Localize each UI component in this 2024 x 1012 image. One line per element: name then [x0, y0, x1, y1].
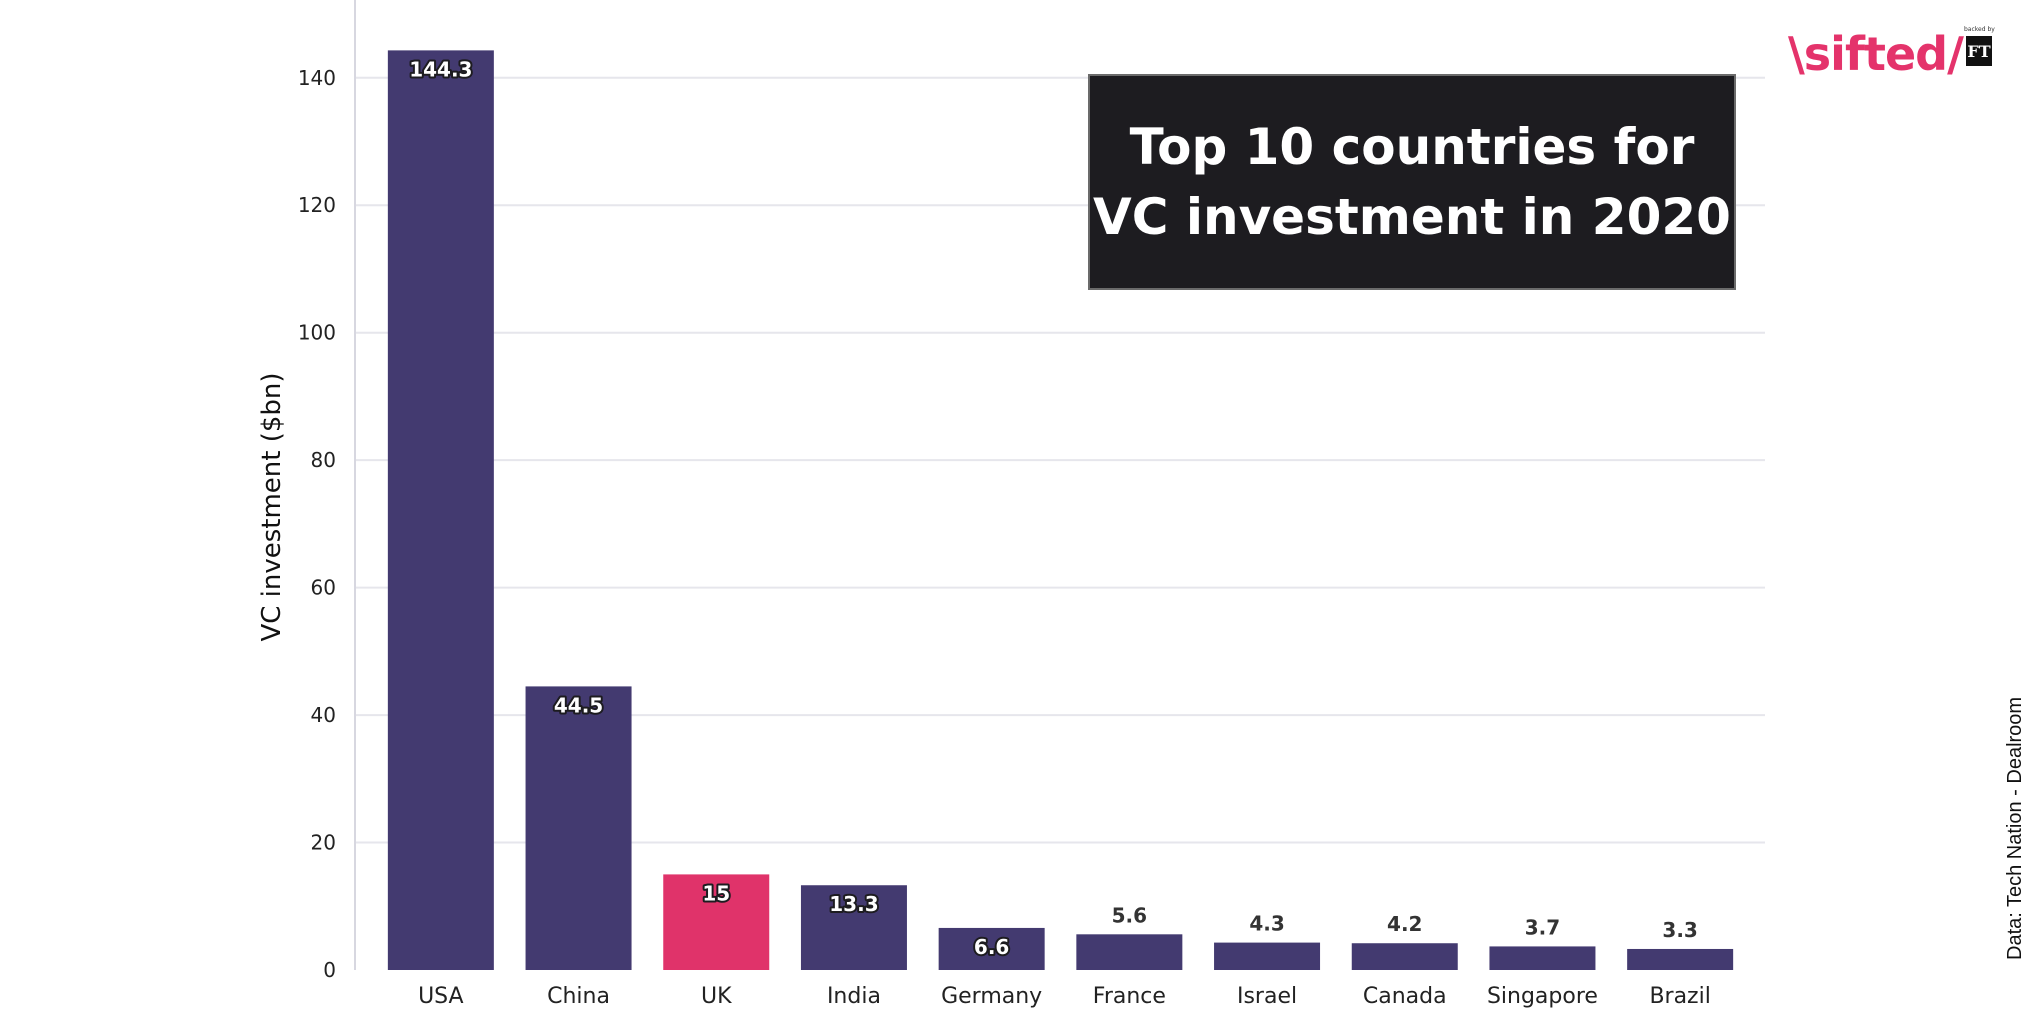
- data-label: 4.2: [1387, 912, 1422, 936]
- chart-title-box: Top 10 countries for VC investment in 20…: [1088, 74, 1736, 290]
- x-axis-categories: USA China UK India Germany France Israel Canada…: [418, 984, 1711, 1009]
- x-category-label: USA: [418, 984, 464, 1009]
- data-label: 3.7: [1525, 915, 1560, 939]
- data-label: 3.3: [1662, 918, 1697, 942]
- y-tick-label: 140: [298, 66, 336, 90]
- data-label: 15: [702, 881, 730, 905]
- bar-israel: [1214, 942, 1321, 970]
- x-category-label: France: [1093, 984, 1166, 1009]
- x-category-label: Germany: [941, 984, 1042, 1009]
- chart-title-line-1: Top 10 countries for: [1129, 118, 1695, 176]
- data-label: 5.6: [1112, 903, 1147, 927]
- y-axis-ticks: 0 20 40 60 80 100 120 140: [298, 66, 336, 982]
- y-tick-label: 60: [311, 576, 336, 600]
- data-label: 6.6: [974, 935, 1009, 959]
- data-label: 4.3: [1249, 912, 1284, 936]
- data-labels: 144.3 44.5 15 13.3 6.6 5.6 4.3 4.2 3.7 3.3: [407, 55, 1698, 961]
- sifted-logo: \sifted/ backed by FT: [1788, 26, 1998, 84]
- y-tick-label: 100: [298, 321, 336, 345]
- data-label: 144.3: [409, 57, 472, 81]
- data-label: 44.5: [554, 693, 603, 717]
- x-category-label: Singapore: [1487, 984, 1598, 1009]
- x-category-label: China: [547, 984, 610, 1009]
- bar-brazil: [1627, 948, 1734, 970]
- y-tick-label: 120: [298, 193, 336, 217]
- logo-wordmark: \sifted/: [1788, 27, 1964, 81]
- x-category-label: Canada: [1363, 984, 1447, 1009]
- x-category-label: India: [827, 984, 881, 1009]
- bar-usa: [387, 50, 494, 970]
- y-tick-label: 0: [323, 958, 336, 982]
- ft-logo: FT: [1966, 36, 1992, 66]
- bar-uk: [663, 874, 770, 970]
- x-category-label: Israel: [1237, 984, 1297, 1009]
- x-category-label: UK: [701, 984, 732, 1009]
- data-label: 13.3: [829, 892, 878, 916]
- bar-france: [1076, 934, 1183, 970]
- y-axis-label: VC investment ($bn): [257, 372, 287, 641]
- source-note: Data: Tech Nation - Dealroom: [2004, 696, 2024, 960]
- bars: [387, 50, 1734, 970]
- bar-singapore: [1489, 946, 1596, 970]
- y-tick-label: 40: [311, 703, 336, 727]
- bar-canada: [1351, 943, 1458, 970]
- chart-title-line-2: VC investment in 2020: [1093, 188, 1731, 246]
- y-tick-label: 80: [311, 448, 336, 472]
- y-tick-label: 20: [311, 831, 336, 855]
- bar-germany: [938, 927, 1045, 970]
- bar-india: [800, 885, 907, 970]
- chart-title: Top 10 countries for VC investment in 20…: [1093, 112, 1731, 252]
- logo-backed-by: backed by: [1964, 26, 1995, 33]
- bar-china: [525, 686, 632, 970]
- x-category-label: Brazil: [1649, 984, 1710, 1009]
